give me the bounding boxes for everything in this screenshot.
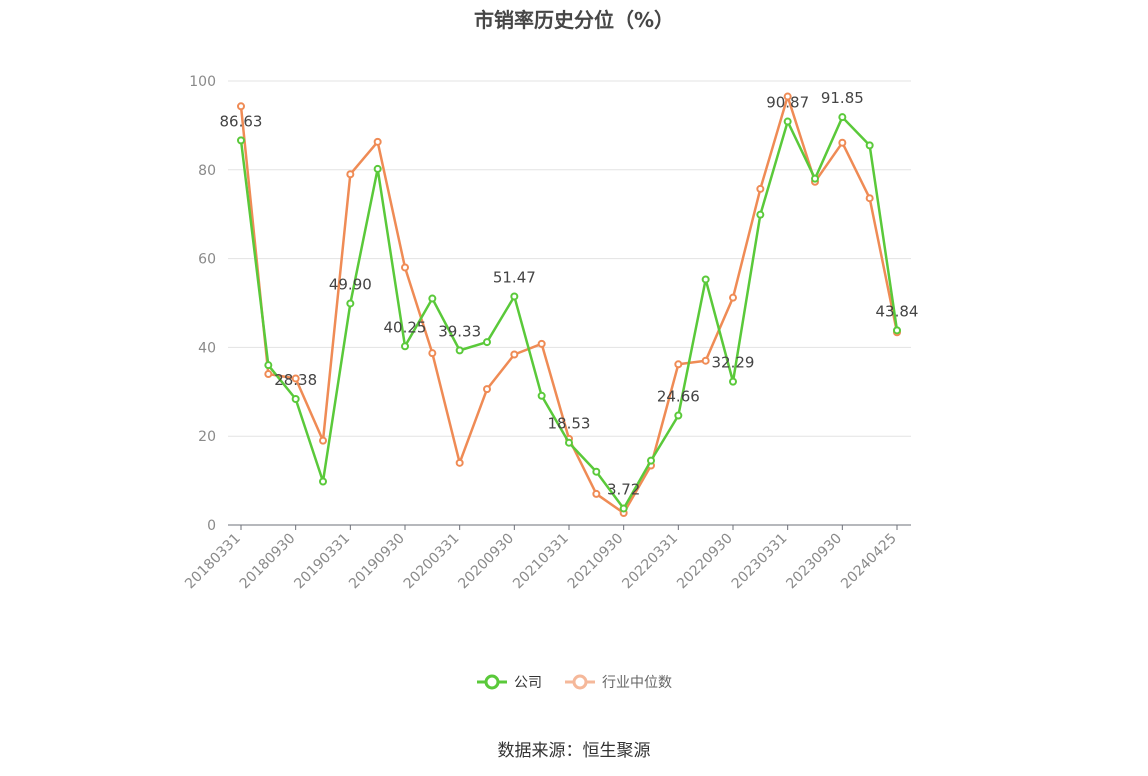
grid-lines	[228, 80, 911, 437]
legend-industry-label: 行业中位数	[602, 675, 672, 691]
company-point	[865, 141, 874, 150]
x-tick-label: 20210331	[510, 531, 572, 593]
company-point	[756, 210, 765, 219]
company-data-label: 90.87	[766, 94, 809, 112]
company-point	[893, 326, 901, 335]
chart-plot-area: 0 20 40 60 80 100 2018033120180930201903312019…	[182, 74, 919, 593]
x-tick-label: 20210930	[565, 531, 627, 593]
company-point	[701, 275, 710, 284]
company-data-label: 86.63	[220, 112, 263, 130]
legend-item-company[interactable]: 公司	[476, 672, 542, 692]
company-point	[729, 377, 737, 386]
company-point	[428, 294, 437, 303]
company-point	[291, 394, 300, 403]
company-data-label: 40.25	[384, 318, 427, 336]
company-point	[619, 504, 628, 513]
industry-point	[510, 350, 519, 359]
x-tick-label: 20220331	[619, 531, 681, 593]
company-data-label: 43.84	[876, 302, 919, 320]
company-data-label: 39.33	[438, 322, 481, 340]
company-point	[510, 292, 519, 301]
x-tick-label: 20190331	[291, 531, 353, 593]
y-tick-label: 100	[189, 74, 216, 90]
industry-point	[783, 92, 792, 101]
company-point	[674, 411, 683, 420]
industry-point	[838, 138, 847, 147]
industry-series-line	[239, 95, 899, 515]
industry-point	[319, 436, 327, 445]
legend-industry-marker-icon	[565, 674, 595, 690]
y-tick-label: 0	[207, 518, 216, 534]
company-point	[783, 117, 792, 126]
industry-point	[729, 293, 737, 302]
industry-point	[537, 339, 546, 348]
x-tick-label: 20200930	[455, 531, 517, 593]
y-tick-label: 20	[198, 429, 216, 445]
industry-point	[291, 374, 300, 383]
company-point	[811, 174, 819, 183]
chart-title: 市销率历史分位（%）	[473, 8, 675, 32]
industry-point	[701, 356, 710, 365]
company-point	[647, 456, 655, 465]
company-data-label: 28.38	[274, 371, 317, 389]
x-tick-label: 20200331	[401, 531, 463, 593]
x-tick-label: 20180331	[182, 531, 244, 593]
industry-point	[373, 137, 382, 146]
data-labels: 86.63 28.38 49.90 40.25 39.33 51.47 18.53 3.72 2…	[220, 89, 919, 498]
company-data-label: 18.53	[548, 415, 591, 433]
company-point	[483, 338, 491, 347]
industry-point	[592, 489, 601, 498]
legend: 公司 行业中位数	[0, 672, 1148, 692]
industry-point	[346, 170, 355, 179]
y-tick-label: 40	[198, 340, 216, 356]
x-tick-label: 20240425	[838, 531, 900, 593]
industry-point	[428, 349, 437, 358]
company-data-label: 49.90	[329, 275, 372, 293]
company-data-label: 51.47	[493, 268, 536, 286]
industry-point	[401, 263, 409, 272]
company-data-label: 24.66	[657, 388, 700, 406]
industry-point	[264, 370, 273, 379]
company-data-label: 32.29	[712, 354, 755, 372]
company-point	[537, 391, 546, 400]
y-tick-label: 80	[198, 163, 216, 179]
x-tick-label: 20230930	[783, 531, 845, 593]
company-data-label: 91.85	[821, 89, 864, 107]
industry-point	[455, 458, 464, 467]
legend-item-industry[interactable]: 行业中位数	[564, 672, 672, 692]
company-point	[838, 113, 847, 122]
company-point	[346, 299, 355, 308]
y-tick-label: 60	[198, 252, 216, 268]
legend-company-marker-icon	[477, 674, 507, 690]
company-point	[319, 477, 327, 486]
industry-point	[237, 102, 245, 111]
x-tick-label: 20190930	[346, 531, 408, 593]
industry-point	[865, 194, 874, 203]
legend-company-label: 公司	[514, 675, 542, 691]
industry-point	[483, 385, 491, 394]
company-point	[237, 136, 245, 145]
company-series-line	[239, 115, 899, 510]
industry-point	[674, 360, 683, 369]
data-source: 数据来源：恒生聚源	[497, 741, 651, 761]
company-point	[565, 438, 573, 447]
company-point	[373, 164, 382, 173]
company-point	[401, 342, 409, 351]
company-point	[455, 346, 464, 355]
company-data-label: 3.72	[607, 480, 640, 498]
industry-point	[756, 184, 765, 193]
x-tick-label: 20220930	[674, 531, 736, 593]
series-lines	[237, 92, 901, 518]
company-point	[592, 467, 601, 476]
x-tick-label: 20230331	[729, 531, 791, 593]
x-tick-label: 20180930	[237, 531, 299, 593]
company-point	[264, 361, 273, 370]
